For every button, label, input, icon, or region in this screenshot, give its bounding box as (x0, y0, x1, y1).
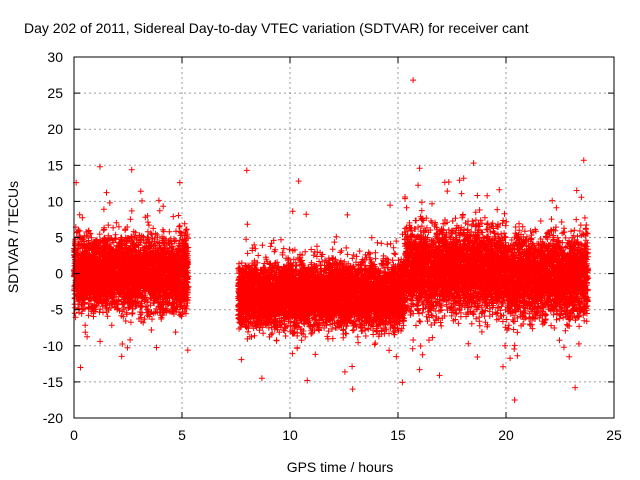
outlier-point (416, 165, 423, 172)
y-tick-label: 15 (47, 157, 63, 173)
outlier-point (470, 160, 477, 167)
outlier-point (572, 384, 579, 391)
outlier-point (511, 396, 518, 403)
x-tick-label: 20 (498, 427, 514, 443)
outlier-point (176, 179, 183, 186)
outlier-point (304, 377, 311, 384)
outlier-point (258, 375, 265, 382)
x-tick-label: 25 (606, 427, 622, 443)
y-tick-label: 25 (47, 85, 63, 101)
point-cloud (71, 166, 591, 386)
x-tick-label: 5 (178, 427, 186, 443)
outlier-point (410, 77, 417, 84)
y-tick-label: 20 (47, 121, 63, 137)
y-axis-label: SDTVAR / TECUs (5, 181, 21, 293)
y-tick-label: 5 (55, 230, 63, 246)
axis-ticks: 0 5 10 15 20 25 -20 -15 -10 -5 0 5 10 15 20 25 30 (43, 49, 622, 443)
outlier-point (416, 366, 423, 373)
y-tick-label: -10 (43, 338, 63, 354)
chart-title: Day 202 of 2011, Sidereal Day-to-day VTE… (24, 20, 529, 36)
outlier-point (580, 157, 587, 164)
y-tick-label: 0 (55, 266, 63, 282)
x-tick-label: 0 (70, 427, 78, 443)
y-tick-label: -15 (43, 374, 63, 390)
outlier-point (243, 167, 250, 174)
y-tick-label: -5 (51, 302, 64, 318)
x-axis-label: GPS time / hours (287, 459, 394, 475)
x-tick-label: 15 (390, 427, 406, 443)
outlier-point (295, 178, 302, 185)
data-points (71, 77, 591, 403)
y-tick-label: 30 (47, 49, 63, 65)
grid-lines (74, 57, 614, 418)
x-tick-label: 10 (282, 427, 298, 443)
outlier-point (96, 163, 103, 170)
outlier-point (77, 364, 84, 371)
outlier-point (349, 386, 356, 393)
y-tick-label: 10 (47, 193, 63, 209)
y-tick-label: -20 (43, 410, 63, 426)
